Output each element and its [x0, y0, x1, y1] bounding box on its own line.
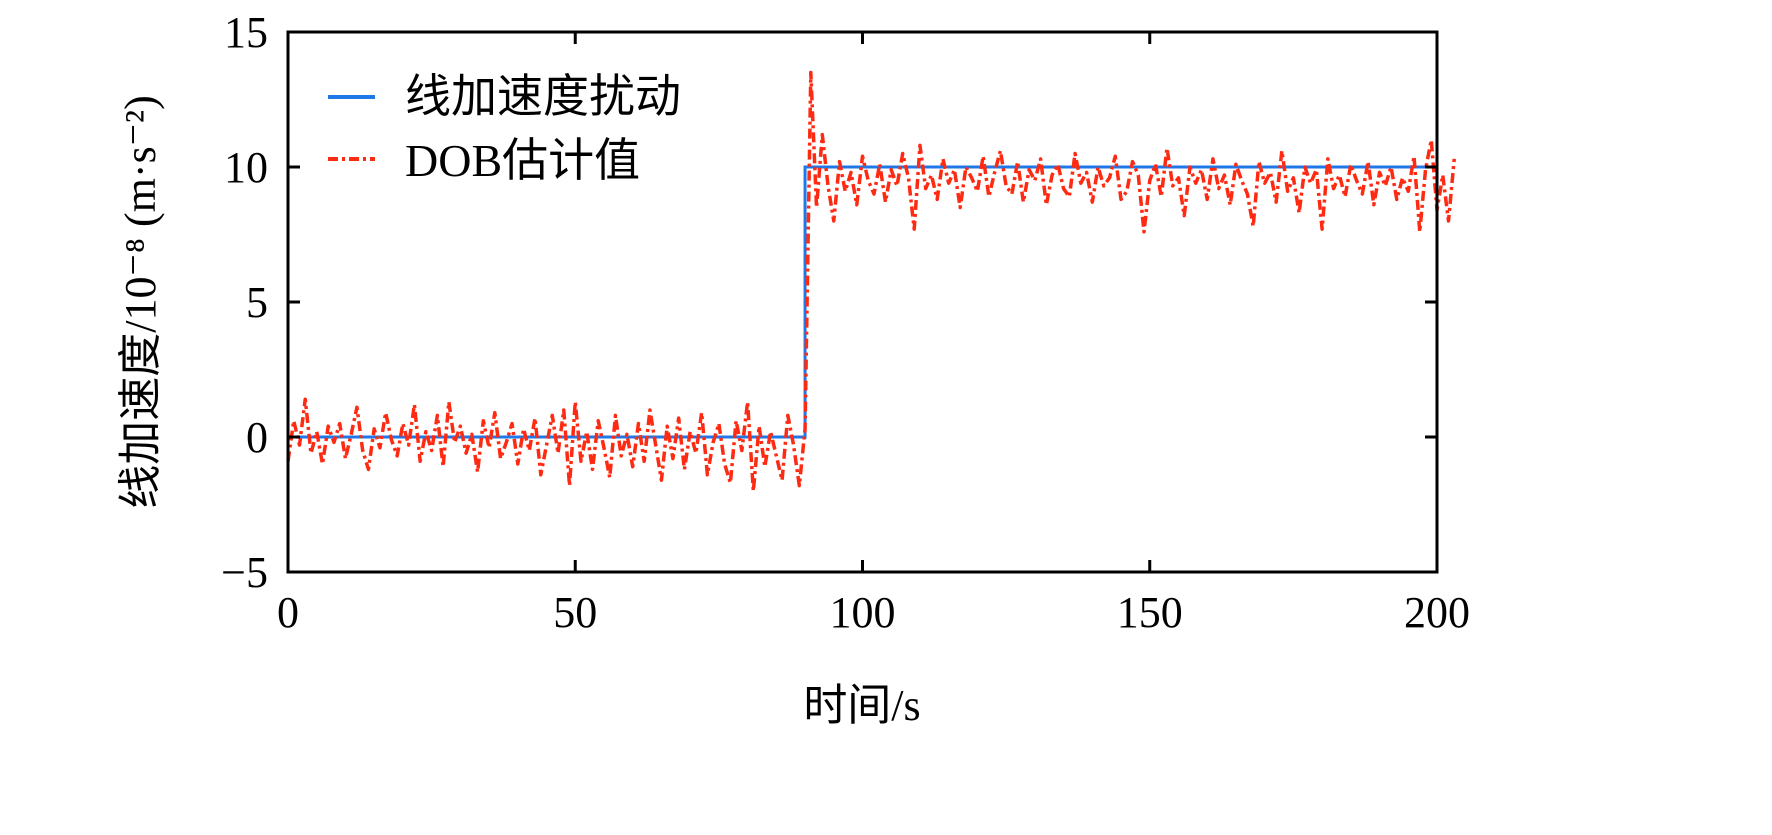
series-line-disturbance — [288, 165, 1437, 439]
x-tick-label: 150 — [1117, 588, 1183, 637]
x-tick-label: 50 — [553, 588, 597, 637]
legend-label-dob: DOB估计值 — [405, 135, 640, 186]
y-tick-label: 0 — [246, 413, 268, 462]
x-tick-label: 200 — [1404, 588, 1470, 637]
y-tick-label: 5 — [246, 278, 268, 327]
legend: 线加速度扰动 DOB估计值 — [328, 71, 681, 186]
series-layer — [286, 70, 1456, 493]
y-tick-label: −5 — [221, 548, 268, 597]
legend-label-disturbance: 线加速度扰动 — [405, 71, 681, 122]
y-tick-label: 15 — [224, 8, 268, 57]
x-tick-label: 100 — [830, 588, 896, 637]
y-axis-label: 线加速度/10⁻⁸ (m·s⁻²) — [116, 95, 165, 509]
x-axis-label: 时间/s — [803, 681, 920, 730]
x-tick-label: 0 — [277, 588, 299, 637]
series-line-dob — [286, 70, 1456, 493]
y-tick-label: 10 — [224, 143, 268, 192]
